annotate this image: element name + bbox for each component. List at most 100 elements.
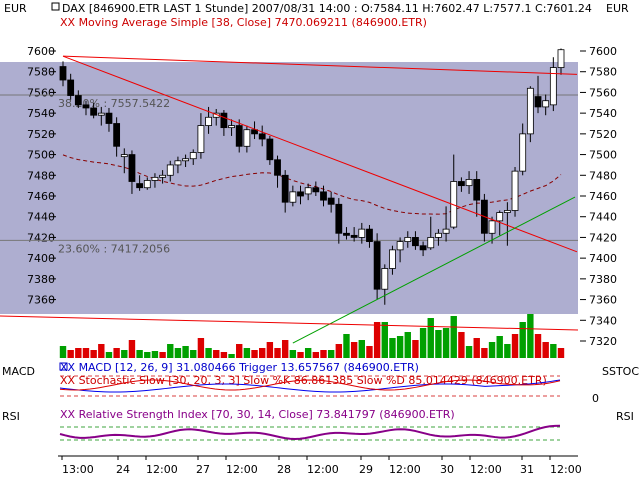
candle bbox=[427, 216, 435, 250]
fib-23-label: 23.60% : 7417.2056 bbox=[58, 242, 170, 255]
candle bbox=[59, 61, 67, 87]
candle-body bbox=[304, 187, 312, 195]
candle bbox=[67, 73, 75, 100]
volume-bar bbox=[182, 346, 189, 358]
rsi-panel-label-right: RSI bbox=[616, 410, 634, 423]
moving-average-layer bbox=[62, 154, 562, 215]
candle-body bbox=[442, 228, 450, 234]
candle bbox=[197, 113, 205, 159]
candle-body bbox=[120, 154, 128, 158]
volume-bar bbox=[350, 342, 358, 358]
candle bbox=[373, 233, 381, 300]
currency-right: EUR bbox=[606, 2, 629, 15]
candle bbox=[189, 149, 197, 165]
volume-envelope-line bbox=[0, 315, 579, 331]
candle-body bbox=[105, 112, 113, 124]
candle bbox=[457, 177, 465, 192]
volume-bar bbox=[174, 348, 182, 358]
candle bbox=[358, 222, 366, 244]
candle-body bbox=[59, 66, 67, 81]
volume-bar bbox=[243, 348, 251, 358]
time-tick-label: 12:00 bbox=[389, 463, 421, 476]
trendline-red bbox=[62, 55, 578, 253]
candle bbox=[220, 110, 228, 136]
volume-bar bbox=[274, 348, 281, 358]
candle bbox=[366, 225, 373, 248]
price-tick-label-left: 7460 bbox=[27, 190, 55, 203]
candle-body bbox=[496, 212, 504, 222]
volume-bar bbox=[381, 322, 388, 358]
candle-body bbox=[128, 154, 136, 182]
volume-bar bbox=[75, 348, 82, 358]
candle-body bbox=[74, 95, 82, 106]
volume-bar bbox=[304, 348, 312, 358]
candle bbox=[136, 175, 144, 191]
candle-body bbox=[281, 174, 289, 203]
volume-bar bbox=[167, 344, 174, 358]
candle-body bbox=[396, 241, 404, 251]
volume-bar bbox=[412, 340, 419, 358]
candle bbox=[404, 231, 412, 248]
candle-body bbox=[235, 125, 243, 147]
volume-bar bbox=[404, 332, 411, 358]
volume-bar bbox=[289, 350, 297, 358]
candle-body bbox=[266, 138, 274, 161]
volume-bar bbox=[251, 350, 258, 358]
price-tick-label-right: 7560 bbox=[589, 86, 617, 99]
candle bbox=[143, 177, 151, 190]
volume-bar bbox=[98, 344, 105, 358]
candle-body bbox=[113, 123, 121, 147]
volume-bar bbox=[67, 350, 74, 358]
candle-body bbox=[542, 100, 550, 108]
price-tick-label-left: 7580 bbox=[27, 66, 55, 79]
time-tick-label: 12:00 bbox=[307, 463, 339, 476]
candle bbox=[128, 150, 136, 194]
candle-body bbox=[511, 170, 519, 211]
candle-body bbox=[526, 87, 534, 135]
volume-bar bbox=[327, 350, 335, 358]
candle-body bbox=[381, 268, 389, 290]
candle-body bbox=[503, 210, 511, 213]
volume-bar bbox=[90, 350, 97, 358]
candle bbox=[435, 229, 442, 246]
volume-bar bbox=[419, 328, 427, 358]
price-tick-label-right: 7440 bbox=[589, 211, 617, 224]
trendline-red bbox=[62, 55, 578, 75]
price-tick-label-left: 7380 bbox=[27, 273, 55, 286]
candle bbox=[235, 119, 243, 153]
header-marker-1 bbox=[51, 2, 60, 11]
time-tick-label: 12:00 bbox=[146, 463, 178, 476]
volume-bar bbox=[373, 322, 381, 358]
time-tick-label: 28 bbox=[277, 463, 291, 476]
volume-bar bbox=[136, 350, 143, 358]
candle bbox=[549, 57, 557, 112]
volume-bar bbox=[259, 348, 266, 358]
volume-bar bbox=[450, 316, 457, 358]
candle bbox=[488, 216, 496, 244]
candle bbox=[174, 156, 182, 174]
fib-38-label: 38.20% : 7557.5422 bbox=[58, 97, 170, 110]
time-tick-label: 27 bbox=[196, 463, 210, 476]
macd-marker bbox=[59, 362, 68, 371]
candle bbox=[120, 148, 128, 174]
candle-body bbox=[435, 232, 442, 238]
volume-bar bbox=[205, 348, 212, 358]
candle bbox=[557, 48, 565, 75]
candle bbox=[503, 202, 511, 246]
candle bbox=[281, 170, 289, 213]
candle bbox=[151, 173, 159, 188]
candle bbox=[465, 171, 473, 194]
candle-body bbox=[166, 164, 174, 176]
candle-body bbox=[473, 179, 481, 201]
stoch-k-line bbox=[59, 379, 561, 391]
candle bbox=[182, 154, 189, 167]
volume-bar bbox=[465, 346, 473, 358]
candle-body bbox=[297, 191, 304, 197]
volume-bar bbox=[527, 314, 534, 358]
rsi-legend: XX Relative Strength Index [70, 30, 14, … bbox=[60, 408, 455, 421]
time-tick-label: 31 bbox=[520, 463, 534, 476]
candle bbox=[312, 181, 320, 196]
candle bbox=[519, 123, 527, 176]
price-tick-label-right: 7580 bbox=[589, 66, 617, 79]
candle-body bbox=[519, 133, 527, 172]
